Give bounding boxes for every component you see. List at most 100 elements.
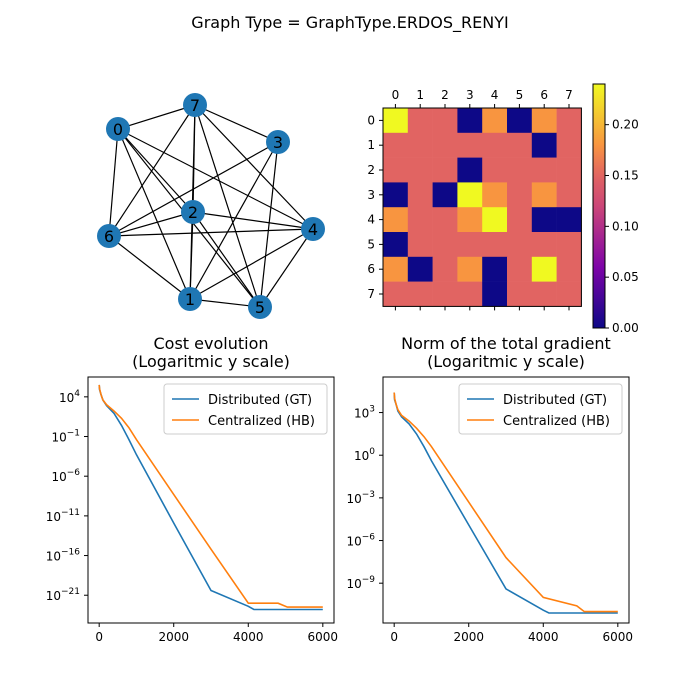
chart-title-line: Cost evolution <box>154 334 269 353</box>
heatmap-cell <box>407 108 433 134</box>
colorbar-tick-label: 0.15 <box>612 169 639 183</box>
heatmap-x-tick-label: 5 <box>516 88 524 102</box>
heatmap-cell <box>457 157 483 183</box>
y-tick-exponent: −9 <box>362 575 376 585</box>
heatmap-cell <box>507 232 533 258</box>
heatmap-cell <box>507 256 533 282</box>
heatmap-cell <box>482 108 508 134</box>
y-tick-label: 10−3 <box>346 490 375 506</box>
y-tick-exponent: −21 <box>61 587 80 597</box>
heatmap-cell <box>407 281 433 307</box>
heatmap-cell <box>507 281 533 307</box>
heatmap-cell <box>482 157 508 183</box>
heatmap-cell <box>482 182 508 208</box>
heatmap-cell <box>531 256 557 282</box>
legend-label: Centralized (HB) <box>208 414 315 429</box>
y-tick-exponent: −11 <box>61 508 80 518</box>
heatmap-frame <box>382 107 582 307</box>
graph-node <box>266 130 290 154</box>
graph-node-label: 6 <box>104 227 114 246</box>
graph-edge <box>108 104 196 237</box>
colorbar-tick-label: 0.05 <box>612 270 639 284</box>
y-tick-label: 104 <box>59 389 80 405</box>
heatmap-cell <box>407 207 433 233</box>
adjacency-heatmap: 0 1 2 3 4 5 6 7 0 1 2 3 4 5 6 7 0.00 0.05 0.10 0.15 0.20 <box>367 83 639 335</box>
graph-edge <box>259 141 279 308</box>
heatmap-cell <box>556 232 582 258</box>
heatmap-x-tick-label: 7 <box>565 88 573 102</box>
y-tick-base: 10 <box>59 391 74 405</box>
graph-edge <box>108 228 314 237</box>
graph-edge <box>108 235 191 300</box>
y-tick-exponent: −3 <box>362 490 375 500</box>
chart-title-line: (Logaritmic y scale) <box>132 352 290 371</box>
heatmap-cell <box>457 182 483 208</box>
colorbar-tick-label: 0.20 <box>612 118 639 132</box>
graph-node <box>183 93 207 117</box>
heatmap-cell <box>531 157 557 183</box>
colorbar-tick-label: 0.00 <box>612 321 639 335</box>
heatmap-y-tick-label: 5 <box>367 237 375 251</box>
heatmap-cell <box>556 157 582 183</box>
heatmap-cell <box>407 132 433 158</box>
y-tick-label: 10−6 <box>51 468 80 484</box>
legend-label: Distributed (GT) <box>503 393 607 408</box>
heatmap-y-tick-label: 0 <box>367 113 375 127</box>
legend-label: Distributed (GT) <box>208 393 312 408</box>
graph-edge <box>192 211 261 308</box>
heatmap-cell <box>531 207 557 233</box>
heatmap-cell <box>531 108 557 134</box>
y-tick-exponent: 4 <box>74 389 80 399</box>
graph-node-label: 0 <box>113 120 123 139</box>
heatmap-cell <box>556 281 582 307</box>
heatmap-cell <box>457 108 483 134</box>
graph-edge <box>108 211 194 237</box>
x-tick-label: 0 <box>390 630 398 644</box>
graph-node-label: 3 <box>273 133 283 152</box>
y-tick-exponent: −16 <box>61 548 80 558</box>
y-tick-label: 103 <box>354 405 375 421</box>
colorbar <box>592 83 606 329</box>
graph-node-label: 7 <box>190 96 200 115</box>
graph-edge <box>259 228 314 308</box>
y-tick-label: 10−6 <box>346 533 375 549</box>
y-tick-base: 10 <box>346 535 361 549</box>
heatmap-cell <box>383 108 409 134</box>
graph-node-label: 2 <box>188 203 198 222</box>
y-tick-base: 10 <box>51 470 66 484</box>
graph-edge <box>117 128 314 230</box>
graph-edge <box>189 141 279 300</box>
graph-node <box>106 117 130 141</box>
graph-node <box>178 287 202 311</box>
y-tick-base: 10 <box>46 550 61 564</box>
y-tick-label: 100 <box>354 447 375 463</box>
y-tick-exponent: 0 <box>369 447 375 457</box>
heatmap-cell <box>432 157 458 183</box>
heatmap-cell <box>482 132 508 158</box>
y-tick-base: 10 <box>354 407 369 421</box>
graph-edge <box>108 128 119 237</box>
y-tick-exponent: 3 <box>369 405 375 415</box>
y-tick-base: 10 <box>346 577 361 591</box>
heatmap-cell <box>432 256 458 282</box>
heatmap-cell <box>407 157 433 183</box>
x-tick-label: 6000 <box>308 630 339 644</box>
heatmap-cell <box>383 207 409 233</box>
graph-node <box>248 295 272 319</box>
cost-evolution-chart: Cost evolution(Logaritmic y scale) 0 2000 4… <box>46 334 338 644</box>
heatmap-x-tick-label: 6 <box>540 88 548 102</box>
heatmap-x-tick-label: 3 <box>466 88 474 102</box>
heatmap-cell <box>432 108 458 134</box>
figure-title: Graph Type = GraphType.ERDOS_RENYI <box>191 13 508 33</box>
graph-node-label: 1 <box>185 290 195 309</box>
heatmap-cell <box>383 281 409 307</box>
heatmap-y-tick-label: 6 <box>367 262 375 276</box>
graph-node <box>181 200 205 224</box>
x-tick-label: 4000 <box>528 630 559 644</box>
heatmap-cell <box>556 182 582 208</box>
y-tick-base: 10 <box>346 492 361 506</box>
plot-frame <box>382 376 630 624</box>
heatmap-cell <box>407 256 433 282</box>
